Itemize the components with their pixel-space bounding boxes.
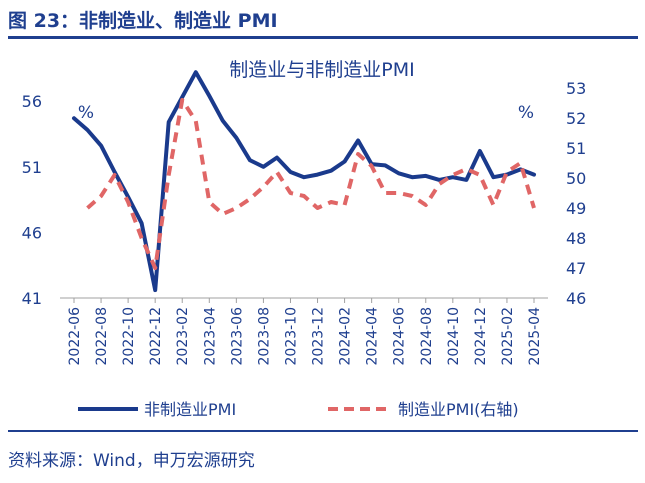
x-tick-label: 2024-12: [473, 307, 489, 366]
x-tick-label: 2023-08: [256, 307, 272, 366]
x-tick-label: 2023-02: [175, 307, 191, 366]
left-axis-unit: %: [78, 103, 94, 123]
x-tick-label: 2023-04: [202, 307, 218, 366]
legend-label-nonmanufacturing: 非制造业PMI: [144, 400, 236, 419]
bottom-rule: [8, 430, 638, 432]
figure-title: 图 23：非制造业、制造业 PMI: [8, 10, 278, 32]
right-tick-label: 48: [566, 229, 586, 248]
pmi-line-chart: 制造业与非制造业PMI % % 41 46 51 56 46 47 48 49 50 51 52 5…: [22, 59, 587, 419]
right-axis-ticks: 46 47 48 49 50 51 52 53: [566, 79, 586, 308]
left-axis-ticks: 41 46 51 56: [22, 92, 42, 308]
x-tick-label: 2022-06: [67, 307, 83, 366]
x-tick-label: 2024-08: [419, 307, 435, 366]
right-tick-label: 50: [566, 169, 586, 188]
right-tick-label: 47: [566, 259, 586, 278]
x-tick-label: 2022-12: [148, 307, 164, 366]
top-rule: [8, 36, 638, 39]
x-tick-label: 2023-06: [229, 307, 245, 366]
series-line-manufacturing: [86, 98, 536, 270]
x-tick-label: 2024-02: [338, 307, 354, 366]
x-tick-label: 2025-02: [500, 307, 516, 366]
x-tick-label: 2022-08: [94, 307, 110, 366]
legend: 非制造业PMI 制造业PMI(右轴): [78, 400, 519, 419]
x-tick-label: 2025-04: [527, 307, 543, 366]
x-tick-label: 2024-06: [392, 307, 408, 366]
right-tick-label: 46: [566, 289, 586, 308]
right-tick-label: 51: [566, 139, 586, 158]
source-note: 资料来源：Wind，申万宏源研究: [8, 451, 255, 471]
x-tick-label: 2022-10: [121, 307, 137, 366]
left-tick-label: 41: [22, 289, 42, 308]
x-tick-label: 2023-12: [311, 307, 327, 366]
x-tick-label: 2023-10: [283, 307, 299, 366]
chart-title: 制造业与非制造业PMI: [229, 59, 414, 81]
right-tick-label: 49: [566, 199, 586, 218]
x-tick-label: 2024-04: [365, 307, 381, 366]
x-tick-label: 2024-10: [446, 307, 462, 366]
right-axis-unit: %: [518, 103, 534, 123]
left-tick-label: 51: [22, 158, 42, 177]
right-tick-label: 52: [566, 109, 586, 128]
x-axis-ticks: 2022-06 2022-08 2022-10 2022-12 2023-02 2023-…: [67, 298, 543, 366]
series-line-nonmanufacturing: [72, 70, 536, 293]
series-layer: [72, 70, 536, 293]
legend-label-manufacturing: 制造业PMI(右轴): [398, 400, 519, 419]
right-tick-label: 53: [566, 79, 586, 98]
left-tick-label: 46: [22, 223, 42, 242]
left-tick-label: 56: [22, 92, 42, 111]
